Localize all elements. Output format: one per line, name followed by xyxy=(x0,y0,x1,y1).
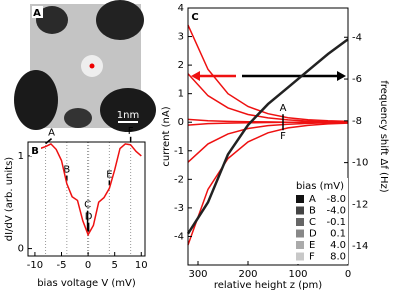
x-tick-label: 300 xyxy=(188,269,207,280)
x-tick-label: 100 xyxy=(288,269,307,280)
dark-region xyxy=(96,0,144,40)
label-box xyxy=(30,144,41,156)
legend-name: B xyxy=(309,206,316,217)
y-tick-label: 4 xyxy=(178,3,184,14)
panel-label: A xyxy=(33,8,41,19)
dark-region xyxy=(64,108,92,128)
annotation: F xyxy=(280,131,286,142)
scale-label: 1nm xyxy=(117,110,139,121)
frequency-shift-curve xyxy=(186,38,349,235)
axes-frame xyxy=(187,7,349,266)
legend-value: 0.1 xyxy=(330,229,346,240)
legend-name: A xyxy=(309,194,316,205)
x-tick-label: -5 xyxy=(57,260,67,271)
x-tick-label: 200 xyxy=(238,269,257,280)
legend-swatch xyxy=(296,229,304,238)
dark-region xyxy=(36,6,68,34)
y2-tick-label: -12 xyxy=(352,199,368,210)
y2-tick-label: -10 xyxy=(352,158,368,169)
y2-tick-label: -8 xyxy=(352,116,362,127)
data-line xyxy=(187,122,349,246)
tip-position xyxy=(89,63,95,69)
legend-name: D xyxy=(309,229,317,240)
y-tick-label: 1 xyxy=(18,151,24,162)
marker-label: B xyxy=(63,165,70,176)
legend-value: 8.0 xyxy=(330,252,346,263)
arrows xyxy=(191,71,346,81)
legend-title: bias (mV) xyxy=(296,181,344,192)
y2-tick-label: -6 xyxy=(352,74,362,85)
legend-name: F xyxy=(309,252,315,263)
arrow-head xyxy=(191,71,200,81)
marker-label: E xyxy=(106,169,112,180)
y2-axis-label: frequency shift Δf (Hz) xyxy=(378,80,389,192)
data-line xyxy=(187,73,349,123)
legend-swatch xyxy=(296,206,304,215)
y-tick-label: -3 xyxy=(174,203,184,214)
y2-tick-label: -14 xyxy=(352,241,368,252)
legend-swatch xyxy=(296,252,304,261)
dark-region xyxy=(100,88,156,132)
legend-value: -0.1 xyxy=(326,217,346,228)
legend-swatch xyxy=(296,218,304,226)
x-axis-label: bias voltage V (mV) xyxy=(37,278,136,289)
y-tick-label: -4 xyxy=(174,231,184,242)
legend-swatch xyxy=(296,195,304,203)
x-tick-label: 10 xyxy=(135,260,148,271)
x-axis-label: relative height z (pm) xyxy=(214,280,322,291)
marker-label: C xyxy=(84,200,91,211)
label-box xyxy=(32,6,43,18)
legend-name: E xyxy=(309,240,315,251)
y-axis-label: current (nA) xyxy=(161,106,172,166)
marker-label: D xyxy=(85,212,93,223)
annotation: A xyxy=(280,103,287,114)
stm-image: A 1nm xyxy=(14,0,156,132)
data-line xyxy=(187,121,349,163)
label-box xyxy=(190,10,201,22)
legend-name: C xyxy=(309,217,316,228)
arrow-head xyxy=(337,71,346,81)
data-line xyxy=(187,24,349,123)
data-line xyxy=(34,142,142,237)
legend-value: -8.0 xyxy=(326,194,346,205)
legend-value: -4.0 xyxy=(326,206,346,217)
x-tick-label: 0 xyxy=(85,260,91,271)
y-axis-label: dI/dV (arb. units) xyxy=(4,157,15,241)
y-tick-label: -2 xyxy=(174,174,184,185)
y-tick-label: 1 xyxy=(178,89,184,100)
legend-swatch xyxy=(296,241,304,249)
y2-tick-label: -4 xyxy=(352,32,362,43)
data-line xyxy=(187,121,348,126)
y-tick-label: 3 xyxy=(178,32,184,43)
y-tick-label: 0 xyxy=(18,244,24,255)
x-tick-label: 0 xyxy=(345,269,351,280)
marker-label: A xyxy=(48,128,55,139)
dark-region xyxy=(14,70,58,130)
x-tick-label: 5 xyxy=(111,260,117,271)
panel-label: B xyxy=(31,146,39,157)
panel-label: C xyxy=(191,12,198,23)
y-tick-label: 2 xyxy=(178,60,184,71)
marker-arrow xyxy=(45,138,53,145)
marker-label: F xyxy=(128,126,134,137)
y-tick-label: 0 xyxy=(178,117,184,128)
x-tick-label: -10 xyxy=(27,260,43,271)
y-tick-label: -1 xyxy=(174,146,184,157)
legend-value: 4.0 xyxy=(330,240,346,251)
axes-frame xyxy=(27,141,146,257)
